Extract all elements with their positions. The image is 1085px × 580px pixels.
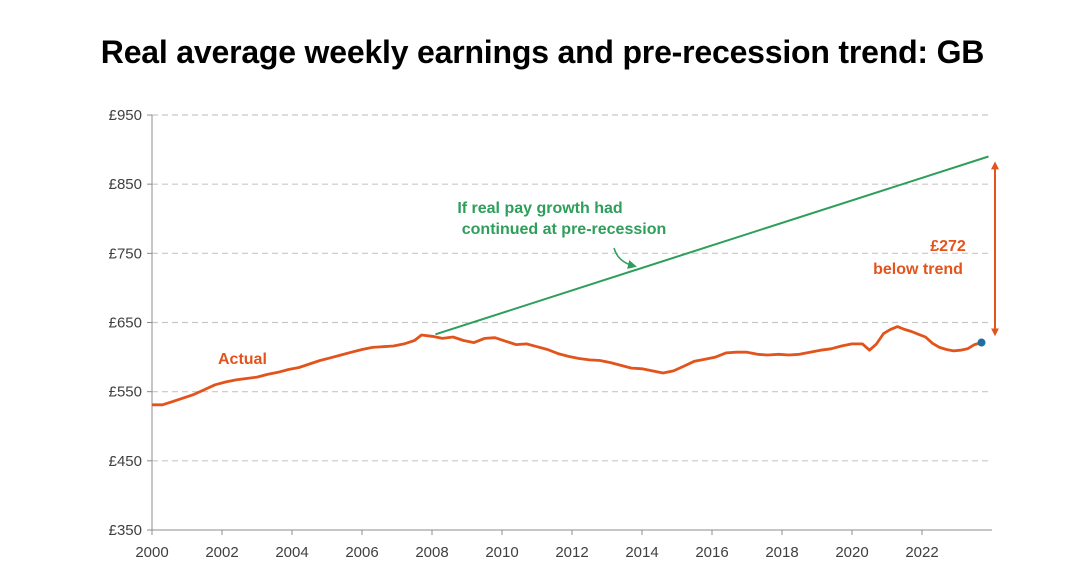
x-tick-label: 2014 [625,544,658,561]
y-tick-label: £850 [109,176,142,193]
annotations: Actual If real pay growth had continued at… [218,161,999,368]
gridlines [152,114,992,462]
x-tick-label: 2008 [415,544,448,561]
series [152,155,989,407]
y-tick-label: £650 [109,315,142,332]
x-tick-label: 2004 [275,544,308,561]
trend-label-pointer [613,247,637,269]
latest-value-marker [977,338,986,347]
y-tick-label: £450 [109,453,142,470]
x-tick-label: 2012 [555,544,588,561]
x-tick-label: 2016 [695,544,728,561]
y-tick-label: £550 [109,384,142,401]
trend-series-line [435,155,989,336]
y-tick-label: £950 [109,107,142,124]
x-tick-label: 2018 [765,544,798,561]
trend-label-line1: If real pay growth had [457,200,622,217]
actual-series-label: Actual [218,351,267,368]
x-tick-label: 2020 [835,544,868,561]
y-tick-label: £350 [109,522,142,539]
gap-value-label: £272 [930,238,966,255]
chart-title: Real average weekly earnings and pre-rec… [100,34,985,70]
trend-label-line2: continued at pre-recession [462,221,667,238]
gap-text-label: below trend [873,261,963,278]
x-tick-label: 2002 [205,544,238,561]
x-tick-label: 2006 [345,544,378,561]
x-tick-label: 2000 [135,544,168,561]
axes: £350 £450 £550 £650 £750 £850 £950 2000 2002 2004… [109,107,992,561]
x-tick-label: 2010 [485,544,518,561]
y-tick-label: £750 [109,245,142,262]
actual-series-line [152,325,982,407]
x-tick-label: 2022 [905,544,938,561]
